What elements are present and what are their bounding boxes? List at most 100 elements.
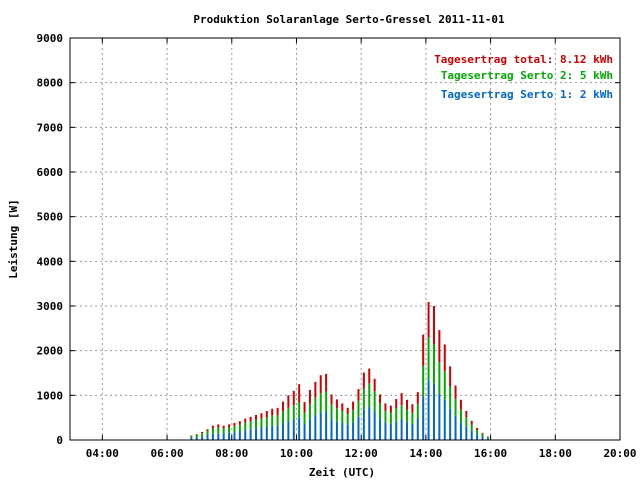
bar-serto1 <box>438 394 441 440</box>
bar-total <box>379 394 382 404</box>
bar-serto2 <box>233 426 236 433</box>
ticks <box>70 37 621 441</box>
bar-total <box>373 378 376 392</box>
x-tick-label: 06:00 <box>150 447 183 460</box>
bar-total <box>389 405 392 413</box>
bar-total <box>470 420 473 425</box>
bar-serto1 <box>314 414 317 440</box>
bar-serto2 <box>341 410 344 424</box>
bar-serto2 <box>206 431 209 436</box>
bar-serto2 <box>454 398 457 416</box>
bar-total <box>281 401 284 411</box>
bar-total <box>222 425 225 429</box>
bar-serto1 <box>249 429 252 440</box>
bar-serto1 <box>411 423 414 440</box>
bar-serto2 <box>271 415 274 426</box>
bar-serto1 <box>389 423 392 440</box>
bar-serto1 <box>486 438 489 440</box>
bar-serto2 <box>265 417 268 427</box>
bar-serto2 <box>255 419 258 429</box>
bar-total <box>271 408 274 416</box>
bar-serto1 <box>265 426 268 440</box>
bar-serto2 <box>443 371 446 400</box>
bar-serto2 <box>335 408 338 422</box>
legend-total: Tagesertrag total: 8.12 kWh <box>434 53 613 66</box>
bar-serto2 <box>368 383 371 407</box>
bar-total <box>459 399 462 410</box>
bar-serto1 <box>373 411 376 440</box>
bar-total <box>432 306 435 345</box>
bar-total <box>362 372 365 389</box>
bar-total <box>308 389 311 404</box>
bar-serto2 <box>373 391 376 412</box>
bar-serto1 <box>384 423 387 440</box>
legend: Tagesertrag total: 8.12 kWh Tagesertrag … <box>434 53 613 101</box>
bar-serto2 <box>298 402 301 418</box>
bar-serto2 <box>314 397 317 415</box>
bar-serto2 <box>465 417 468 427</box>
y-tick-label: 4000 <box>37 255 64 268</box>
bar-serto2 <box>481 433 484 437</box>
y-tick-label: 3000 <box>37 300 64 313</box>
bar-total <box>438 330 441 363</box>
bar-total <box>260 413 263 419</box>
bar-total <box>249 416 252 422</box>
bar-serto2 <box>281 410 284 424</box>
x-tick-label: 12:00 <box>345 447 378 460</box>
y-tick-label: 0 <box>56 434 63 447</box>
bar-serto2 <box>287 407 290 422</box>
bar-serto2 <box>432 344 435 384</box>
bar-serto1 <box>476 434 479 440</box>
y-tick-label: 8000 <box>37 77 64 90</box>
bar-serto1 <box>465 426 468 440</box>
bar-serto2 <box>211 428 214 434</box>
x-tick-labels: 04:00 06:00 08:00 10:00 12:00 14:00 16:00 18:00… <box>86 447 637 460</box>
bar-serto1 <box>395 421 398 440</box>
y-tick-label: 2000 <box>37 345 64 358</box>
bar-serto2 <box>384 410 387 424</box>
bar-serto2 <box>449 386 452 409</box>
bar-serto2 <box>389 412 392 424</box>
bar-serto1 <box>292 419 295 440</box>
bar-serto1 <box>276 425 279 440</box>
bar-total <box>206 429 209 432</box>
bar-total <box>255 414 258 420</box>
bar-serto2 <box>238 424 241 432</box>
bar-serto1 <box>233 432 236 440</box>
bar-serto1 <box>244 430 247 440</box>
bar-total <box>233 423 236 427</box>
bar-serto1 <box>206 435 209 440</box>
grid <box>70 38 620 440</box>
bar-total <box>427 301 430 338</box>
bar-serto1 <box>352 422 355 440</box>
bar-serto1 <box>422 396 425 440</box>
bar-serto1 <box>217 433 220 440</box>
bar-total <box>238 421 241 425</box>
bar-serto1 <box>271 425 274 440</box>
bar-serto2 <box>346 414 349 425</box>
bar-serto1 <box>368 406 371 440</box>
bar-serto2 <box>330 404 333 420</box>
bar-serto2 <box>438 362 441 395</box>
bar-total <box>211 425 214 429</box>
bar-total <box>384 403 387 411</box>
bar-serto1 <box>228 432 231 440</box>
bar-serto2 <box>201 433 204 437</box>
bar-serto1 <box>459 422 462 440</box>
bar-serto2 <box>292 405 295 420</box>
x-tick-label: 10:00 <box>280 447 313 460</box>
bar-serto2 <box>379 403 382 419</box>
bar-total <box>395 398 398 409</box>
bar-serto1 <box>357 416 360 440</box>
bar-serto1 <box>346 424 349 440</box>
bar-serto1 <box>341 423 344 440</box>
legend-serto-1: Tagesertrag Serto 1: 2 kWh <box>441 88 613 101</box>
x-tick-label: 20:00 <box>603 447 636 460</box>
bar-serto2 <box>228 427 231 433</box>
bar-serto2 <box>217 427 220 434</box>
bar-serto2 <box>459 409 462 423</box>
bar-serto2 <box>476 430 479 435</box>
bar-serto1 <box>379 418 382 440</box>
bar-total <box>400 393 403 406</box>
bar-serto2 <box>416 403 419 419</box>
